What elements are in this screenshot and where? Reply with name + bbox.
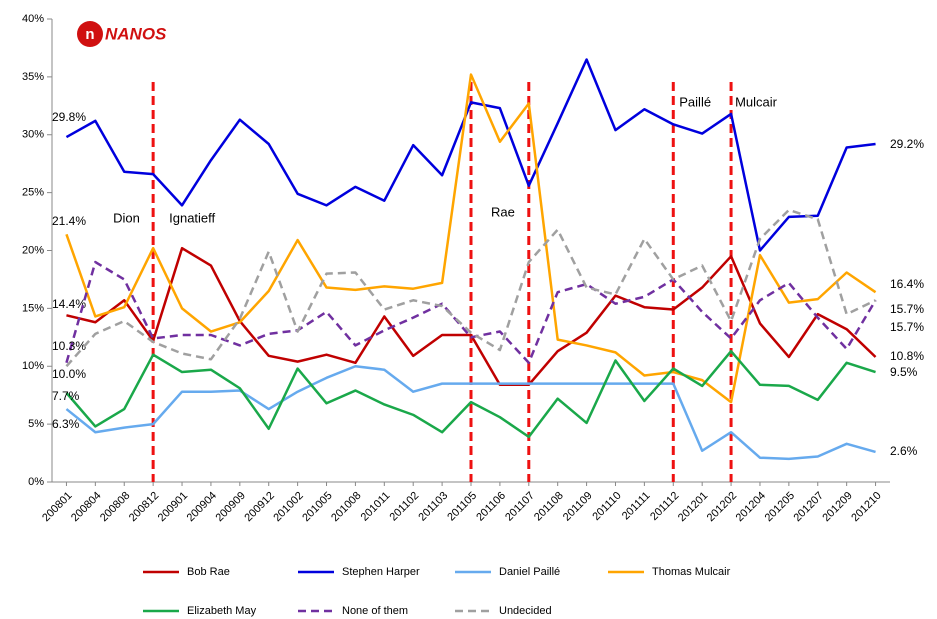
legend-item: Thomas Mulcair bbox=[608, 566, 731, 578]
legend-label: Bob Rae bbox=[187, 566, 230, 578]
legend-item: Elizabeth May bbox=[143, 605, 257, 617]
y-tick-label: 0% bbox=[28, 476, 44, 488]
series-line bbox=[65, 260, 877, 365]
series-line bbox=[66, 246, 877, 387]
data-label: 10.8% bbox=[890, 349, 924, 363]
logo-text: NANOS bbox=[105, 24, 167, 43]
y-tick-label: 30% bbox=[22, 129, 44, 141]
series-line bbox=[65, 208, 877, 368]
data-label: 9.5% bbox=[890, 365, 918, 379]
y-tick-label: 35% bbox=[22, 71, 44, 83]
data-label: 7.7% bbox=[52, 389, 80, 403]
legend-item: None of them bbox=[298, 605, 408, 617]
data-label: 15.7% bbox=[890, 302, 924, 316]
legend-label: Elizabeth May bbox=[187, 605, 257, 617]
series-line bbox=[65, 58, 876, 252]
series-line bbox=[65, 349, 876, 439]
logo-icon bbox=[77, 21, 103, 47]
annotation: Ignatieff bbox=[169, 210, 215, 225]
data-label: 10.3% bbox=[52, 339, 86, 353]
annotation: Rae bbox=[491, 204, 515, 219]
legend-item: Bob Rae bbox=[143, 566, 230, 578]
y-tick-label: 10% bbox=[22, 360, 44, 372]
data-label: 2.6% bbox=[890, 444, 918, 458]
data-label: 29.2% bbox=[890, 137, 924, 151]
legend-label: Thomas Mulcair bbox=[652, 566, 731, 578]
legend-label: Stephen Harper bbox=[342, 566, 420, 578]
legend-item: Undecided bbox=[455, 605, 552, 617]
annotation: Mulcair bbox=[735, 94, 778, 109]
annotation: Dion bbox=[113, 210, 140, 225]
data-label: 15.7% bbox=[890, 320, 924, 334]
logo-icon-letter: n bbox=[85, 26, 94, 43]
data-label: 29.8% bbox=[52, 110, 86, 124]
data-label: 16.4% bbox=[890, 277, 924, 291]
series-line bbox=[65, 73, 877, 404]
y-tick-label: 20% bbox=[22, 244, 44, 256]
y-tick-label: 25% bbox=[22, 187, 44, 199]
y-tick-label: 5% bbox=[28, 418, 44, 430]
logo: n NANOS bbox=[77, 21, 167, 47]
data-label: 10.0% bbox=[52, 367, 86, 381]
data-label: 14.4% bbox=[52, 297, 86, 311]
data-label: 21.4% bbox=[52, 214, 86, 228]
legend-label: Daniel Paillé bbox=[499, 566, 560, 578]
legend-item: Daniel Paillé bbox=[455, 566, 560, 578]
y-tick-label: 40% bbox=[22, 13, 44, 25]
annotation: Paillé bbox=[679, 94, 711, 109]
series-line bbox=[65, 365, 876, 461]
data-label: 6.3% bbox=[52, 417, 80, 431]
y-tick-label: 15% bbox=[22, 302, 44, 314]
legend-item: Stephen Harper bbox=[298, 566, 420, 578]
legend-label: Undecided bbox=[499, 605, 552, 617]
legend-label: None of them bbox=[342, 605, 408, 617]
